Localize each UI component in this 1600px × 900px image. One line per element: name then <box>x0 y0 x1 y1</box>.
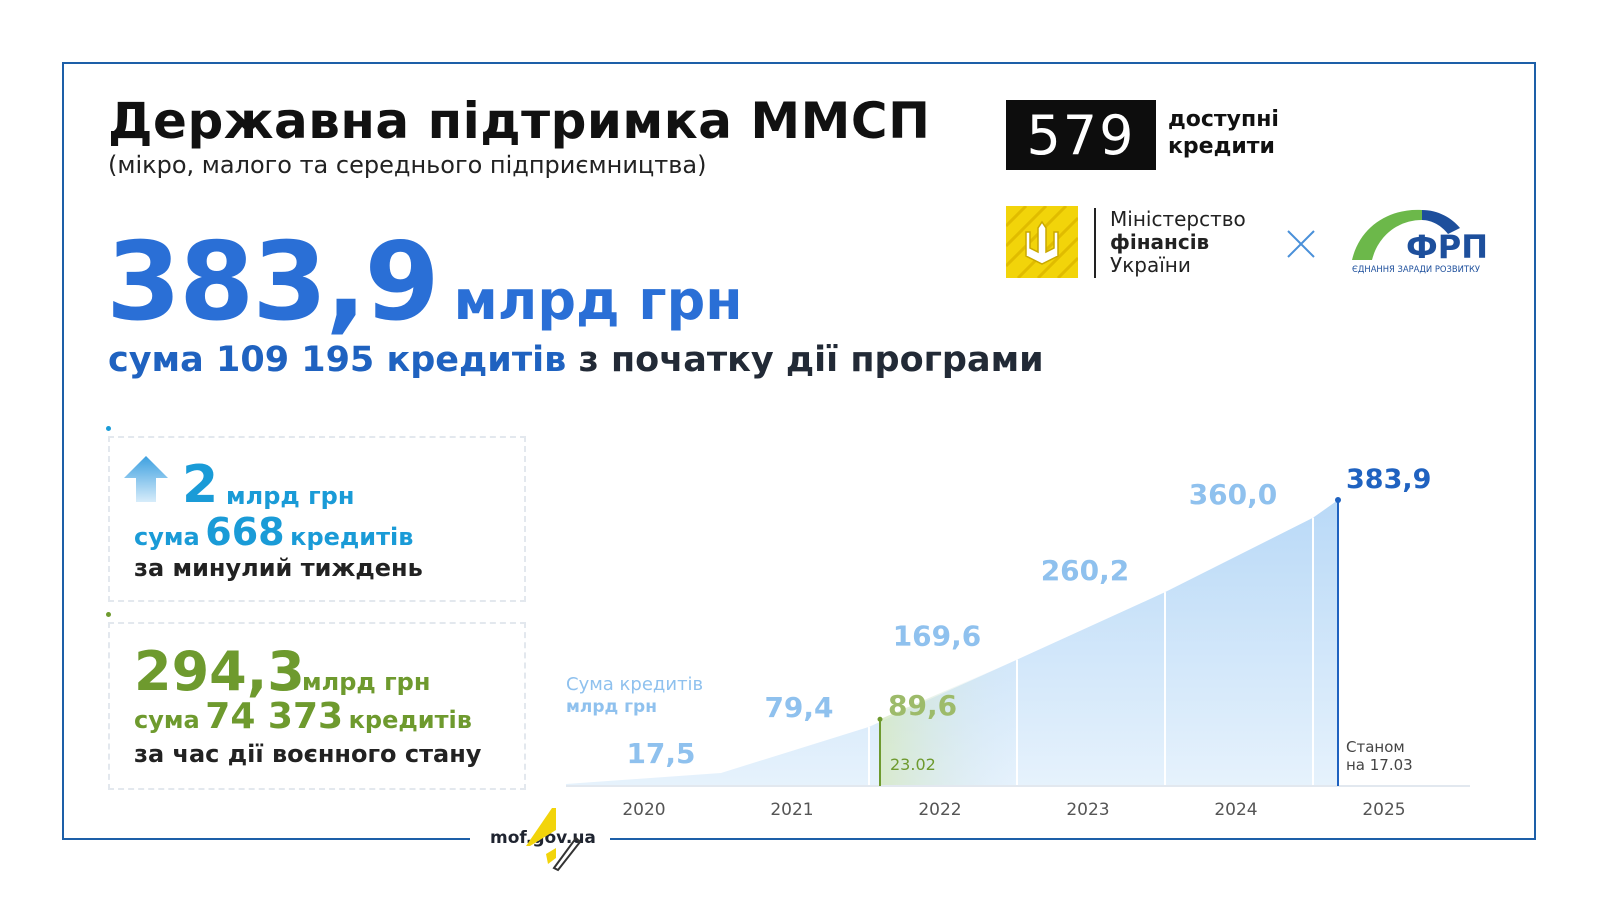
war-sum-prefix: сума <box>134 706 200 734</box>
data-label: 79,4 <box>764 691 833 724</box>
ministry-line2: фінансів <box>1110 230 1210 254</box>
x-tick-label: 2020 <box>622 800 665 820</box>
war-loans-count: 74 373 <box>205 696 344 737</box>
war-start-point <box>877 716 883 722</box>
headline-loans-word: кредитів <box>386 340 567 380</box>
weekly-sum-line: сума 668 кредитів <box>134 510 413 554</box>
program-579-logo: 579 <box>1006 100 1156 170</box>
x-tick-label: 2025 <box>1362 800 1405 820</box>
war-period: за час дії воєнного стану <box>134 740 482 768</box>
headline-loans-count: 109 195 <box>215 340 375 380</box>
war-loans-word: кредитів <box>348 706 472 734</box>
arrow-up-icon <box>124 456 168 506</box>
ministry-line3: України <box>1110 253 1191 277</box>
frp-arc-blue <box>1422 210 1460 234</box>
weekly-unit: млрд грн <box>226 482 355 510</box>
program-text-line2: кредити <box>1168 134 1275 159</box>
war-stats-card <box>108 622 526 790</box>
war-card-dot <box>106 612 111 617</box>
weekly-value: 2 <box>182 455 219 515</box>
chart-ylabel-line2: млрд грн <box>566 697 657 717</box>
data-label: 260,2 <box>1041 554 1130 587</box>
data-label: 360,0 <box>1189 478 1278 511</box>
ministry-line1: Міністерство <box>1110 207 1246 231</box>
headline-sum-suffix: з початку дії програми <box>578 340 1044 380</box>
frp-tagline: ЄДНАННЯ ЗАРАДИ РОЗВИТКУ <box>1352 264 1480 274</box>
weekly-card-dot <box>106 426 111 431</box>
frp-name: ФРП <box>1406 228 1488 266</box>
x-tick-label: 2024 <box>1214 800 1257 820</box>
headline-value: 383,9 <box>106 220 440 345</box>
headline-sum-prefix: сума <box>108 340 204 380</box>
page-title: Державна підтримка ММСП <box>108 92 931 150</box>
weekly-sum-prefix: сума <box>134 523 200 551</box>
frp-arc-green <box>1352 209 1422 260</box>
war-start-value-label: 89,6 <box>888 689 957 722</box>
weekly-loans-count: 668 <box>205 510 285 554</box>
page-subtitle: (мікро, малого та середнього підприємниц… <box>108 151 707 179</box>
program-text-line1: доступні <box>1168 107 1279 132</box>
weekly-loans-word: кредитів <box>290 523 414 551</box>
current-note-line2: на 17.03 <box>1346 756 1413 774</box>
data-label: 17,5 <box>626 737 695 770</box>
x-tick-label: 2022 <box>918 800 961 820</box>
ministry-logo-text: Міністерство фінансів України <box>1110 208 1246 277</box>
ministry-mark-icon <box>526 808 586 876</box>
chart-area <box>566 500 1338 786</box>
current-point <box>1335 497 1341 503</box>
current-note-line1: Станом <box>1346 738 1405 756</box>
logo-divider <box>1094 208 1096 278</box>
war-period-area <box>880 659 1017 786</box>
headline-unit: млрд грн <box>453 269 743 332</box>
program-name: доступні кредити <box>1168 106 1279 160</box>
weekly-period: за минулий тиждень <box>134 554 423 582</box>
chart-ylabel-line1: Сума кредитів <box>566 674 703 695</box>
data-label: 169,6 <box>893 620 982 653</box>
content-frame <box>62 62 1536 840</box>
headline-total: 383,9 млрд грн <box>106 220 743 345</box>
war-start-date-label: 23.02 <box>890 755 936 774</box>
war-sum-line: сума 74 373 кредитів <box>134 696 472 737</box>
war-value: 294,3 <box>134 640 305 703</box>
frp-logo: ФРП ЄДНАННЯ ЗАРАДИ РОЗВИТКУ <box>1350 206 1510 280</box>
war-unit: млрд грн <box>302 668 431 696</box>
cross-icon <box>1286 228 1316 268</box>
x-tick-label: 2023 <box>1066 800 1109 820</box>
program-number: 579 <box>1026 103 1136 167</box>
x-tick-label: 2021 <box>770 800 813 820</box>
headline-sum-line: сума 109 195 кредитів з початку дії прог… <box>108 340 1044 380</box>
weekly-stats-card <box>108 436 526 602</box>
trident-emblem-icon <box>1004 204 1080 280</box>
current-value-label: 383,9 <box>1346 464 1431 495</box>
